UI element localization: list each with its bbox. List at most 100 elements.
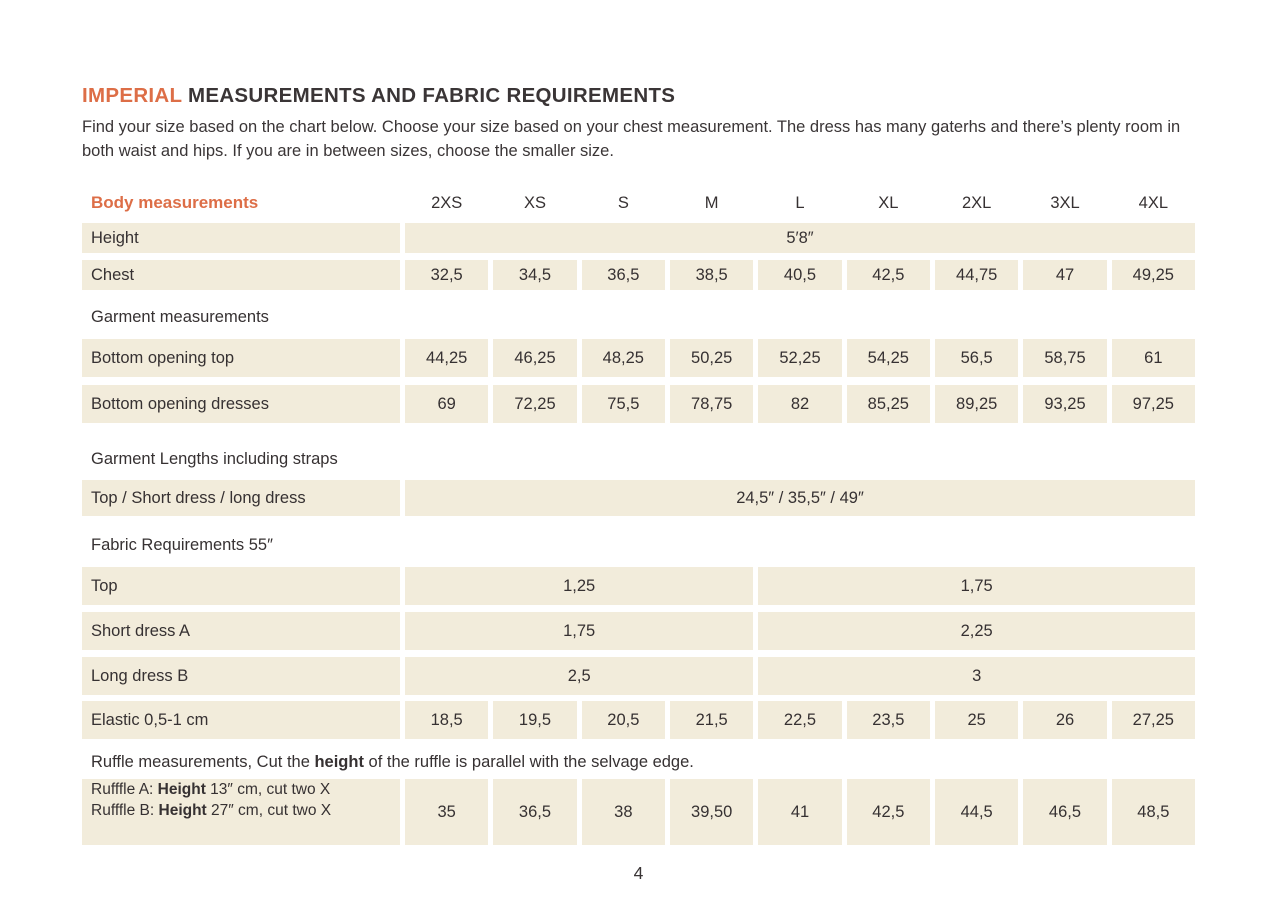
ruffle-note-prefix: Ruffle measurements, Cut the [91, 753, 315, 771]
ruffle-note: Ruffle measurements, Cut the height of t… [82, 752, 1195, 772]
bottom-opening-dresses-cell: 82 [758, 385, 842, 423]
page-content: IMPERIAL MEASUREMENTS AND FABRIC REQUIRE… [82, 84, 1195, 884]
section-fabric-requirements: Fabric Requirements 55″ [91, 536, 273, 554]
size-header-l: L [795, 193, 805, 212]
page-title-accent: IMPERIAL [82, 84, 182, 107]
elastic-value-cell: 25 [935, 701, 1019, 739]
chest-value-cell: 34,5 [493, 260, 577, 290]
chest-value-cell: 40,5 [758, 260, 842, 290]
bottom-opening-top-cell: 56,5 [935, 339, 1019, 377]
chest-value-cell: 42,5 [846, 260, 930, 290]
chest-value-cell: 47 [1023, 260, 1107, 290]
bottom-opening-dresses-cell: 93,25 [1023, 385, 1107, 423]
elastic-row-label: Elastic 0,5-1 cm [82, 701, 400, 739]
ruffle-b-suffix: 27″ cm, cut two X [206, 802, 332, 819]
page-title-rest: MEASUREMENTS AND FABRIC REQUIREMENTS [181, 84, 676, 107]
ruffle-value-cell: 46,5 [1023, 779, 1107, 845]
ruffle-value-cell: 44,5 [935, 779, 1019, 845]
bottom-opening-top-cell: 44,25 [405, 339, 489, 377]
fabric-top-row: Top 1,25 1,75 [82, 567, 1195, 605]
chest-value-cell: 44,75 [935, 260, 1019, 290]
ruffle-a-suffix: 13″ cm, cut two X [205, 781, 331, 798]
height-value-cell: 5′8″ [405, 223, 1195, 253]
height-row: Height 5′8″ [82, 223, 1195, 253]
elastic-value-cell: 23,5 [846, 701, 930, 739]
bottom-opening-top-cell: 58,75 [1023, 339, 1107, 377]
ruffle-b-prefix: Rufffle B: [91, 802, 159, 819]
ruffle-label-line-a: Rufffle A: Height 13″ cm, cut two X [91, 779, 330, 800]
bottom-opening-top-row: Bottom opening top 44,25 46,25 48,25 50,… [82, 339, 1195, 377]
ruffle-b-bold: Height [158, 802, 207, 819]
elastic-value-cell: 19,5 [493, 701, 577, 739]
fabric-short-dress-left-cell: 1,75 [405, 612, 754, 650]
size-header-s: S [617, 193, 629, 212]
size-header-4xl: 4XL [1138, 193, 1168, 212]
chest-value-cell: 32,5 [405, 260, 489, 290]
fabric-long-dress-label: Long dress B [82, 657, 400, 695]
ruffle-value-cell: 36,5 [493, 779, 577, 845]
ruffle-value-cell: 41 [758, 779, 842, 845]
bottom-opening-dresses-cell: 85,25 [846, 385, 930, 423]
bottom-opening-dresses-label: Bottom opening dresses [82, 385, 400, 423]
table-header-row: Body measurements 2XS XS S M L XL 2XL 3X… [82, 187, 1195, 219]
bottom-opening-top-cell: 54,25 [846, 339, 930, 377]
fabric-top-right-cell: 1,75 [758, 567, 1195, 605]
garment-lengths-row: Top / Short dress / long dress 24,5″ / 3… [82, 480, 1195, 516]
size-header-2xs: 2XS [431, 193, 463, 212]
chest-row-label: Chest [82, 260, 400, 290]
elastic-value-cell: 22,5 [758, 701, 842, 739]
bottom-opening-top-label: Bottom opening top [82, 339, 400, 377]
bottom-opening-top-cell: 61 [1111, 339, 1195, 377]
elastic-row: Elastic 0,5-1 cm 18,5 19,5 20,5 21,5 22,… [82, 701, 1195, 739]
ruffle-value-cell: 42,5 [846, 779, 930, 845]
section-garment-lengths: Garment Lengths including straps [91, 450, 338, 468]
size-header-3xl: 3XL [1050, 193, 1080, 212]
size-header-xl: XL [878, 193, 899, 212]
elastic-value-cell: 26 [1023, 701, 1107, 739]
bottom-opening-top-cell: 48,25 [581, 339, 665, 377]
ruffle-row: Rufffle A: Height 13″ cm, cut two X Ruff… [82, 779, 1195, 845]
height-row-label: Height [82, 223, 400, 253]
ruffle-a-bold: Height [157, 781, 206, 798]
fabric-short-dress-label: Short dress A [82, 612, 400, 650]
size-header-m: M [704, 193, 719, 212]
garment-lengths-value-cell: 24,5″ / 35,5″ / 49″ [405, 480, 1195, 516]
fabric-short-dress-row: Short dress A 1,75 2,25 [82, 612, 1195, 650]
section-garment-measurements: Garment measurements [91, 308, 269, 326]
size-header-xs: XS [523, 193, 546, 212]
ruffle-row-label: Rufffle A: Height 13″ cm, cut two X Ruff… [82, 779, 400, 845]
fabric-top-label: Top [82, 567, 400, 605]
intro-paragraph: Find your size based on the chart below.… [82, 118, 1181, 160]
bottom-opening-top-cell: 46,25 [493, 339, 577, 377]
fabric-long-dress-right-cell: 3 [758, 657, 1195, 695]
fabric-long-dress-row: Long dress B 2,5 3 [82, 657, 1195, 695]
fabric-short-dress-right-cell: 2,25 [758, 612, 1195, 650]
bottom-opening-dresses-cell: 89,25 [935, 385, 1019, 423]
elastic-value-cell: 18,5 [405, 701, 489, 739]
bottom-opening-top-cell: 52,25 [758, 339, 842, 377]
ruffle-a-prefix: Rufffle A: [91, 781, 158, 798]
chest-row: Chest 32,5 34,5 36,5 38,5 40,5 42,5 44,7… [82, 260, 1195, 290]
chest-value-cell: 38,5 [670, 260, 754, 290]
ruffle-note-suffix: of the ruffle is parallel with the selva… [363, 753, 694, 771]
table-header-label: Body measurements [91, 193, 259, 212]
ruffle-note-bold: height [314, 753, 364, 771]
ruffle-value-cell: 35 [405, 779, 489, 845]
ruffle-label-line-b: Rufffle B: Height 27″ cm, cut two X [91, 800, 331, 821]
bottom-opening-dresses-cell: 69 [405, 385, 489, 423]
bottom-opening-dresses-cell: 75,5 [581, 385, 665, 423]
page-number: 4 [633, 863, 644, 883]
ruffle-value-cell: 48,5 [1111, 779, 1195, 845]
size-header-2xl: 2XL [961, 193, 992, 212]
chest-value-cell: 49,25 [1111, 260, 1195, 290]
bottom-opening-dresses-cell: 78,75 [670, 385, 754, 423]
ruffle-value-cell: 38 [581, 779, 665, 845]
fabric-long-dress-left-cell: 2,5 [405, 657, 754, 695]
page-title: IMPERIAL MEASUREMENTS AND FABRIC REQUIRE… [82, 84, 1195, 108]
chest-value-cell: 36,5 [581, 260, 665, 290]
bottom-opening-dresses-cell: 97,25 [1111, 385, 1195, 423]
garment-lengths-label: Top / Short dress / long dress [82, 480, 400, 516]
bottom-opening-dresses-cell: 72,25 [493, 385, 577, 423]
elastic-value-cell: 20,5 [581, 701, 665, 739]
